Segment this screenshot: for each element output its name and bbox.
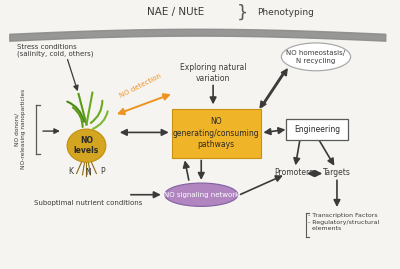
Text: NO
levels: NO levels <box>74 136 99 155</box>
Text: - Transcription Factors
- Regulatory/structural
  elements: - Transcription Factors - Regulatory/str… <box>308 213 379 231</box>
Ellipse shape <box>281 43 351 71</box>
Text: Targets: Targets <box>323 168 351 177</box>
Text: NAE / NUtE: NAE / NUtE <box>147 7 204 17</box>
Ellipse shape <box>67 129 106 162</box>
Text: P: P <box>100 167 105 176</box>
Text: }: } <box>237 3 248 22</box>
Text: Phenotyping: Phenotyping <box>257 8 314 17</box>
Text: NO signaling network: NO signaling network <box>164 192 239 198</box>
Text: Engineering: Engineering <box>294 125 340 134</box>
Text: NO detection: NO detection <box>119 72 162 98</box>
Text: NO homeostasis/
N recycling: NO homeostasis/ N recycling <box>286 50 346 63</box>
Text: K: K <box>68 167 73 176</box>
Text: NO donors/
NO-releasing nanoparticles: NO donors/ NO-releasing nanoparticles <box>15 89 26 169</box>
Text: Promoters: Promoters <box>274 168 313 177</box>
FancyBboxPatch shape <box>286 119 348 140</box>
Ellipse shape <box>165 183 238 206</box>
FancyBboxPatch shape <box>172 109 260 158</box>
Text: Exploring natural
variation: Exploring natural variation <box>180 63 246 83</box>
Text: N: N <box>85 168 90 178</box>
Text: Suboptimal nutrient conditions: Suboptimal nutrient conditions <box>34 200 143 206</box>
Text: NO
generating/consuming
pathways: NO generating/consuming pathways <box>173 118 259 149</box>
Text: Stress conditions
(salinity, cold, others): Stress conditions (salinity, cold, other… <box>17 44 94 57</box>
